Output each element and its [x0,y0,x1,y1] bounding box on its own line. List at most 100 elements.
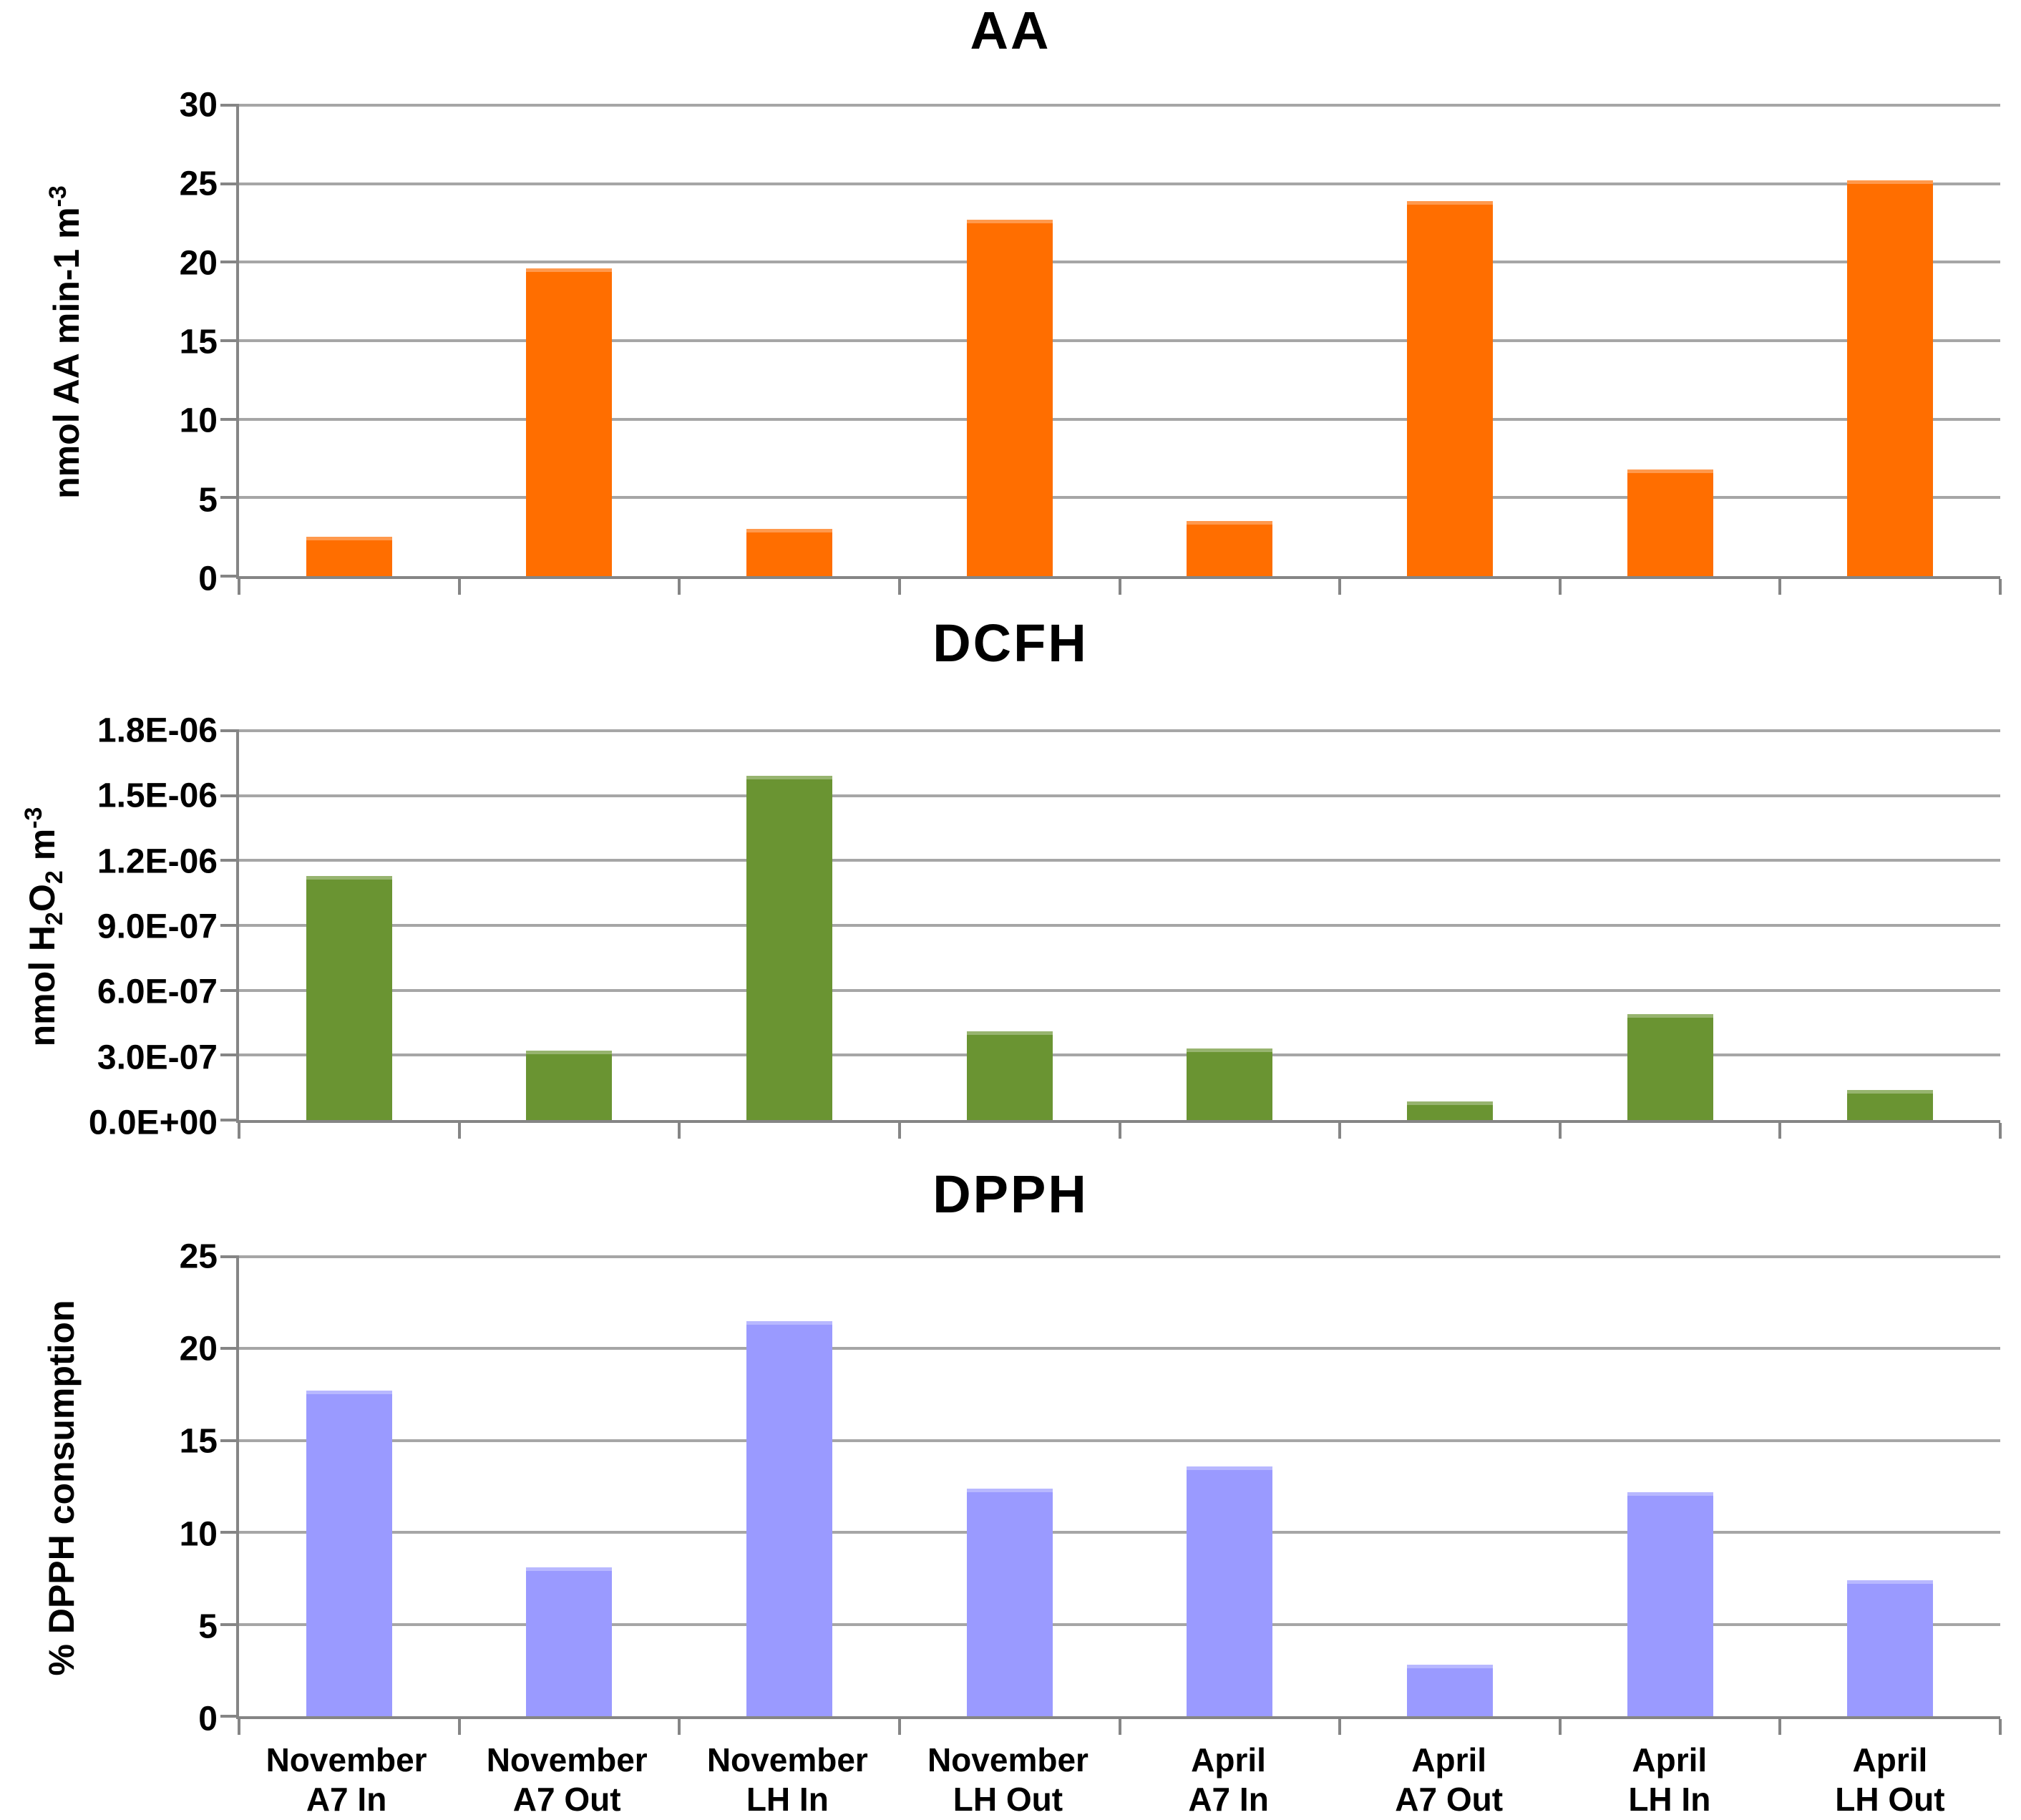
y-tick-mark [220,794,239,797]
bar-slot [679,105,900,576]
y-tick-label: 15 [179,1422,218,1461]
bar-slot [459,731,680,1120]
bars-group [239,731,2000,1120]
category-label-line1: November [486,1741,648,1778]
y-tick-label: 15 [179,323,218,361]
y-tick-label: 0 [198,560,218,598]
gridline [239,1053,2000,1057]
category-label-line2: A7 In [1188,1781,1269,1818]
bar-dcfh-4 [1187,1048,1273,1120]
bar-dcfh-1 [526,1051,613,1120]
bar-slot [459,105,680,576]
y-tick-label: 5 [198,1607,218,1646]
y-tick-label: 0.0E+00 [88,1104,218,1142]
aa-chart-title: AA [970,1,1051,60]
category-label-line2: LH In [1628,1781,1711,1818]
y-tick-label: 6.0E-07 [97,973,218,1011]
y-tick-mark [220,988,239,992]
y-tick-label: 5 [198,481,218,520]
category-label-line1: April [1852,1741,1928,1778]
x-tick-mark [1558,579,1562,595]
y-tick-label: 20 [179,244,218,283]
category-label-line1: April [1632,1741,1708,1778]
bar-slot [1780,731,2000,1120]
x-tick-mark [1558,1123,1562,1139]
bar-slot [1560,731,1781,1120]
x-tick-mark [457,579,461,595]
x-tick-mark [1778,1719,1782,1735]
y-tick-mark [220,924,239,927]
bar-dpph-3 [966,1488,1053,1716]
x-tick-mark [457,1123,461,1139]
y-tick-mark [220,104,239,107]
bar-slot [1120,1257,1340,1716]
gridline [239,104,2000,107]
bar-slot [1340,105,1560,576]
y-tick-mark [220,1053,239,1057]
y-tick-label: 0 [198,1700,218,1738]
y-tick-label: 1.8E-06 [97,711,218,750]
x-tick-mark [1118,1719,1121,1735]
y-tick-label: 10 [179,402,218,440]
y-tick-mark [220,1347,239,1351]
bar-dpph-6 [1627,1491,1713,1716]
bar-aa-2 [746,529,833,576]
y-tick-label: 25 [179,165,218,203]
category-label-line1: November [706,1741,868,1778]
bar-dcfh-6 [1627,1013,1713,1120]
x-tick-mark [1338,579,1342,595]
bar-slot [1560,105,1781,576]
bar-dpph-4 [1187,1466,1273,1716]
y-tick-mark [220,417,239,421]
bar-slot [1780,1257,2000,1716]
bar-slot [900,731,1120,1120]
category-label-4: April A7 In [1119,1741,1339,1819]
y-tick-label: 20 [179,1330,218,1368]
bar-dpph-1 [526,1567,613,1716]
gridline [239,1255,2000,1258]
gridline [239,1531,2000,1534]
x-tick-mark [897,1719,901,1735]
x-tick-mark [897,579,901,595]
gridline [239,182,2000,185]
x-tick-mark [1338,1123,1342,1139]
category-label-line2: LH Out [1835,1781,1945,1818]
y-tick-mark [220,859,239,862]
category-label-5: April A7 Out [1339,1741,1559,1819]
gridline [239,729,2000,732]
category-label-line1: November [927,1741,1089,1778]
dcfh-plot-area [220,729,2002,1139]
aa-plot-area [220,104,2002,595]
x-tick-mark [1118,579,1121,595]
bar-slot [1340,1257,1560,1716]
category-label-1: November A7 Out [457,1741,677,1819]
bar-dcfh-0 [306,875,392,1120]
y-tick-label: 30 [179,86,218,125]
category-label-line2: A7 Out [512,1781,621,1818]
dcfh-y-axis-tick-labels: 0.0E+00 3.0E-07 6.0E-07 9.0E-07 1.2E-06 1.5E-… [0,712,218,1142]
bar-slot [1780,105,2000,576]
x-tick-mark [678,579,681,595]
bar-dcfh-7 [1847,1089,1934,1120]
bars-group [239,105,2000,576]
y-tick-mark [220,1622,239,1626]
bar-aa-3 [966,220,1053,576]
bar-slot [1120,105,1340,576]
y-tick-mark [220,1255,239,1258]
x-tick-mark [897,1123,901,1139]
bar-aa-6 [1627,469,1713,576]
dpph-y-axis-tick-labels: 0 5 10 15 20 25 [0,1238,218,1738]
y-tick-label: 3.0E-07 [97,1038,218,1077]
bar-aa-7 [1847,180,1934,576]
x-tick-mark [678,1123,681,1139]
y-tick-mark [220,1531,239,1534]
gridline [239,1622,2000,1626]
bar-slot [459,1257,680,1716]
x-tick-mark [1778,579,1782,595]
y-tick-mark [220,339,239,342]
category-label-line2: A7 In [306,1781,387,1818]
y-tick-mark [220,496,239,500]
gridline [239,1439,2000,1442]
bar-slot [1560,1257,1781,1716]
